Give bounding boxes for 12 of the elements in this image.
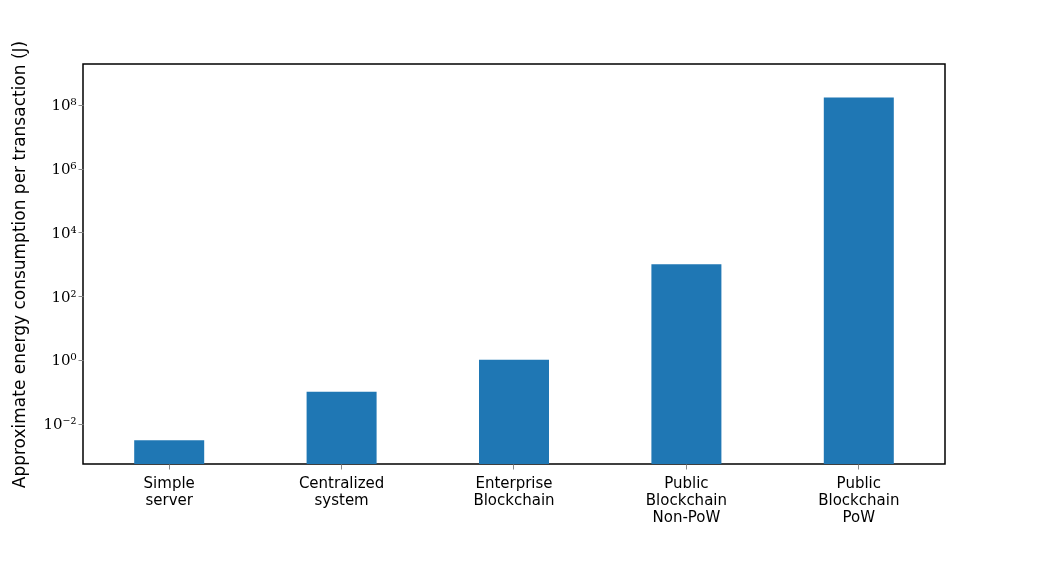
y-axis-title: Approximate energy consumption per transaction (J) — [9, 40, 30, 489]
x-tick-label: Centralized system — [298, 473, 385, 509]
x-tick-label: Simple server — [143, 473, 195, 509]
y-tick-label: 10⁸ — [51, 96, 77, 115]
x-tick-label: Public Blockchain PoW — [818, 473, 900, 526]
x-tick-label: Enterprise Blockchain — [473, 473, 555, 509]
y-tick-label: 10⁴ — [51, 223, 77, 242]
y-tick-label: 10⁶ — [51, 160, 77, 179]
y-tick-label: 10⁻² — [43, 415, 77, 434]
y-tick-label: 10² — [51, 287, 77, 306]
y-tick-label: 10⁰ — [51, 351, 77, 370]
x-tick-label: Public Blockchain Non-PoW — [645, 473, 727, 526]
